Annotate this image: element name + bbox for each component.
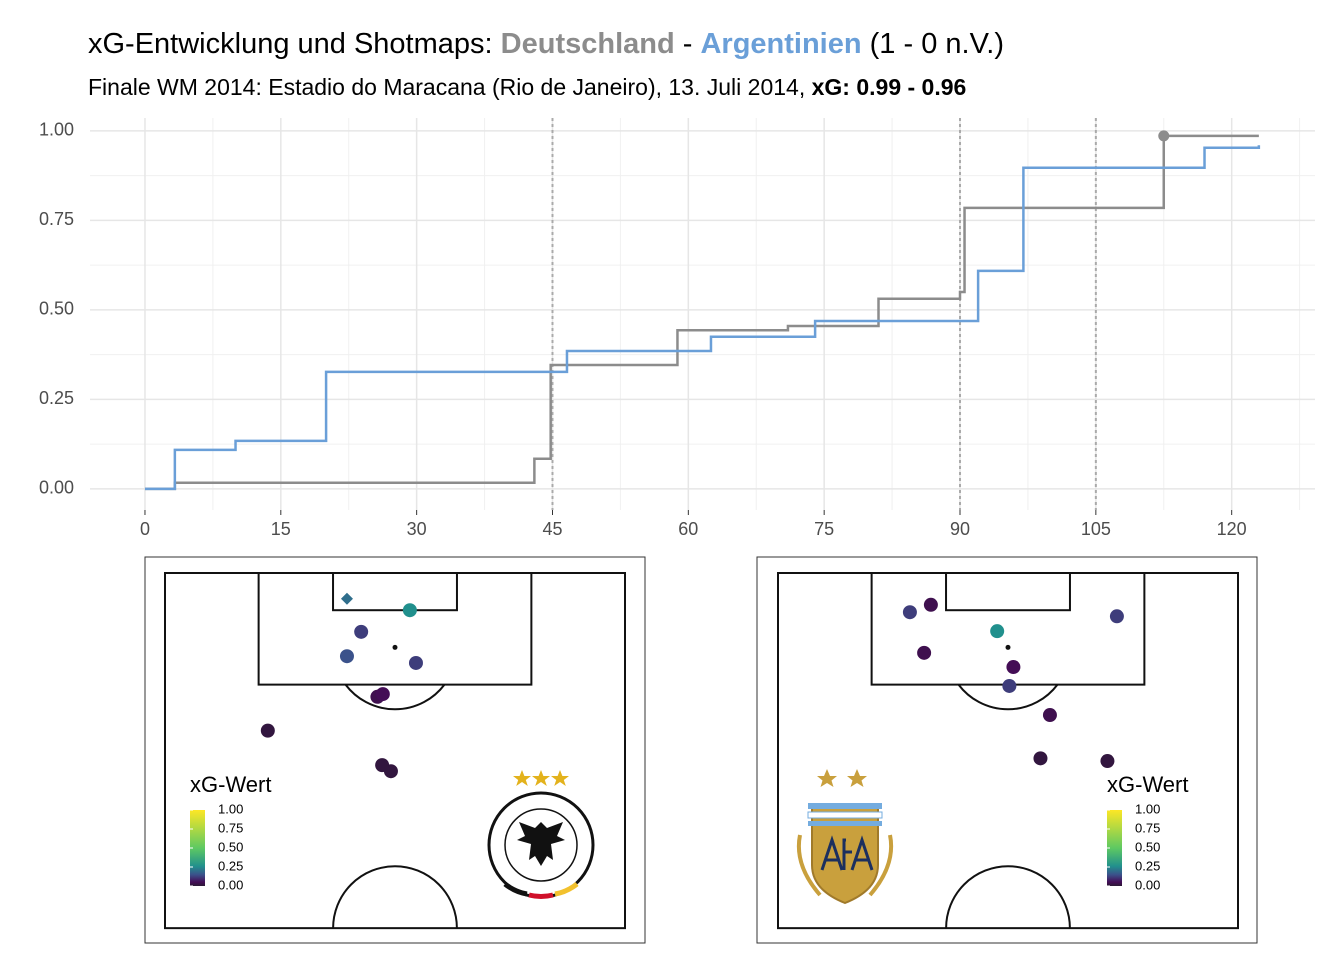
x-tick-label: 30 bbox=[407, 519, 427, 539]
shot bbox=[990, 624, 1005, 639]
colorbar-label: 1.00 bbox=[218, 801, 243, 816]
shot bbox=[383, 764, 398, 779]
colorbar-label: 0.00 bbox=[218, 877, 243, 892]
shot bbox=[375, 687, 390, 702]
shot bbox=[1109, 609, 1124, 624]
center-circle bbox=[945, 865, 1071, 929]
penalty-spot bbox=[1005, 644, 1011, 650]
title-part: xG-Entwicklung und Shotmaps: bbox=[88, 28, 501, 60]
six-yard-box bbox=[945, 572, 1071, 612]
panel-frame bbox=[144, 556, 646, 944]
x-tick-label: 120 bbox=[1217, 519, 1247, 539]
penalty-spot bbox=[392, 644, 398, 650]
shot bbox=[1042, 708, 1057, 723]
colorbar-label: 0.75 bbox=[1135, 820, 1160, 835]
title-part: - bbox=[675, 28, 701, 60]
title: xG-Entwicklung und Shotmaps: Deutschland… bbox=[88, 28, 1004, 60]
shot bbox=[340, 592, 353, 605]
title-part: (1 - 0 n.V.) bbox=[862, 28, 1004, 60]
title-part: Deutschland bbox=[501, 28, 675, 60]
shot bbox=[1006, 660, 1021, 675]
x-tick-label: 75 bbox=[814, 519, 834, 539]
y-tick-label: 0.00 bbox=[39, 478, 74, 498]
y-tick-label: 0.50 bbox=[39, 299, 74, 319]
shot bbox=[260, 723, 275, 738]
penalty-arc bbox=[344, 684, 446, 711]
shot bbox=[902, 605, 917, 620]
shot bbox=[923, 597, 938, 612]
colorbar-label: 1.00 bbox=[1135, 801, 1160, 816]
subtitle-part: xG: 0.99 - 0.96 bbox=[812, 74, 967, 100]
stars bbox=[513, 770, 569, 786]
shot bbox=[1002, 678, 1017, 693]
penalty-box bbox=[257, 572, 533, 686]
colorbar bbox=[1107, 810, 1122, 886]
step-line bbox=[144, 145, 1261, 491]
colorbar-label: 0.00 bbox=[1135, 877, 1160, 892]
x-tick-label: 45 bbox=[542, 519, 562, 539]
legend-title: xG-Wert bbox=[1107, 772, 1188, 797]
x-tick-label: 60 bbox=[678, 519, 698, 539]
colorbar-label: 0.25 bbox=[218, 858, 243, 873]
x-tick-label: 15 bbox=[271, 519, 291, 539]
goal-point bbox=[1158, 130, 1170, 142]
colorbar-label: 0.25 bbox=[1135, 858, 1160, 873]
dfb-logo bbox=[487, 770, 595, 899]
shot bbox=[402, 603, 417, 618]
legend-title: xG-Wert bbox=[190, 772, 271, 797]
x-tick-label: 90 bbox=[950, 519, 970, 539]
step-line bbox=[144, 134, 1259, 491]
shot bbox=[354, 624, 369, 639]
shot bbox=[408, 655, 423, 670]
penalty-arc bbox=[957, 684, 1059, 711]
shot bbox=[917, 645, 932, 660]
center-circle bbox=[332, 865, 458, 929]
colorbar-label: 0.50 bbox=[1135, 839, 1160, 854]
six-yard-box bbox=[332, 572, 458, 612]
colorbar-label: 0.75 bbox=[218, 820, 243, 835]
afa-logo bbox=[796, 769, 894, 905]
colorbar bbox=[190, 810, 205, 886]
subtitle-part: Finale WM 2014: Estadio do Maracana (Rio… bbox=[88, 74, 812, 100]
x-tick-label: 0 bbox=[140, 519, 150, 539]
subtitle: Finale WM 2014: Estadio do Maracana (Rio… bbox=[88, 74, 966, 100]
shot bbox=[1100, 754, 1115, 769]
colorbar-label: 0.50 bbox=[218, 839, 243, 854]
y-tick-label: 0.25 bbox=[39, 388, 74, 408]
title-part: Argentinien bbox=[700, 28, 861, 60]
y-tick-label: 1.00 bbox=[39, 120, 74, 140]
y-tick-label: 0.75 bbox=[39, 209, 74, 229]
panel-frame bbox=[756, 556, 1258, 944]
shot bbox=[1033, 751, 1048, 766]
x-tick-label: 105 bbox=[1081, 519, 1111, 539]
shot bbox=[339, 649, 354, 664]
